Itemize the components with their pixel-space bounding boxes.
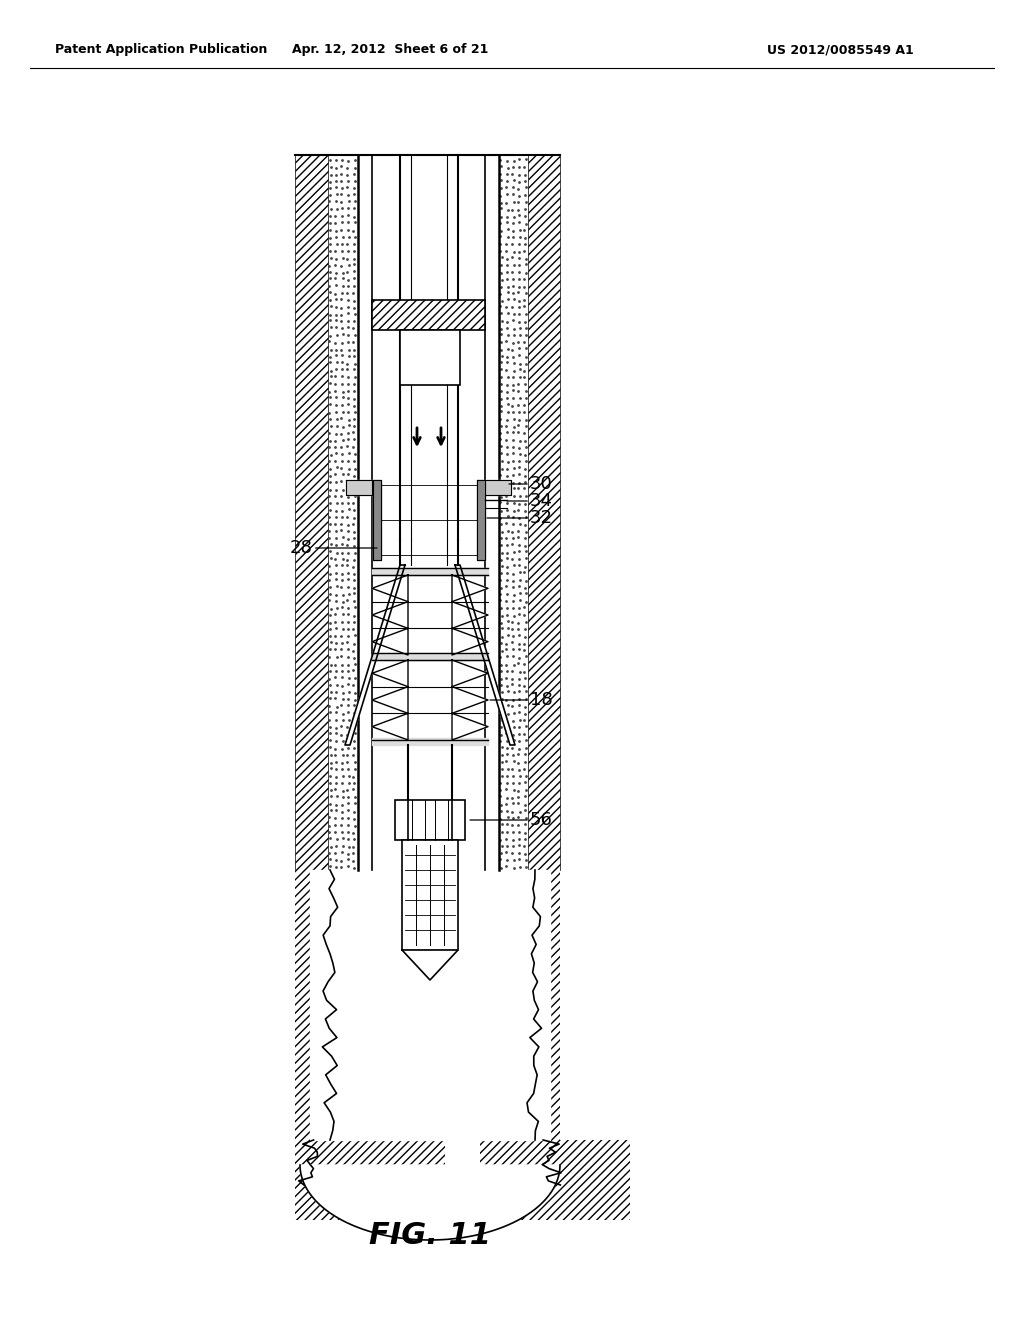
Polygon shape <box>477 480 485 560</box>
Polygon shape <box>372 602 408 628</box>
Text: 30: 30 <box>509 475 553 492</box>
Polygon shape <box>452 628 488 655</box>
Polygon shape <box>346 480 372 495</box>
Polygon shape <box>452 713 488 741</box>
Bar <box>372 300 485 330</box>
Text: US 2012/0085549 A1: US 2012/0085549 A1 <box>767 44 913 57</box>
Bar <box>400 330 460 385</box>
Bar <box>295 1140 445 1220</box>
Polygon shape <box>408 744 452 800</box>
Polygon shape <box>372 713 408 741</box>
Bar <box>411 154 447 540</box>
Polygon shape <box>345 565 406 744</box>
Text: 28: 28 <box>290 539 377 557</box>
Polygon shape <box>372 576 408 602</box>
Polygon shape <box>300 1166 560 1239</box>
Polygon shape <box>402 950 458 979</box>
Bar <box>295 154 328 870</box>
Polygon shape <box>372 568 488 576</box>
Polygon shape <box>372 653 488 660</box>
Bar <box>485 154 499 870</box>
Bar <box>395 800 465 840</box>
Polygon shape <box>452 660 488 686</box>
Bar <box>447 154 458 540</box>
Text: 18: 18 <box>490 690 553 709</box>
Text: FIG. 11: FIG. 11 <box>369 1221 490 1250</box>
Polygon shape <box>372 628 408 655</box>
Polygon shape <box>372 738 488 744</box>
Polygon shape <box>452 602 488 628</box>
Text: Patent Application Publication: Patent Application Publication <box>55 44 267 57</box>
Polygon shape <box>372 686 408 713</box>
Bar <box>490 870 560 1140</box>
Polygon shape <box>452 686 488 713</box>
Text: 34: 34 <box>507 492 553 510</box>
Polygon shape <box>455 565 515 744</box>
Bar <box>400 154 411 540</box>
Polygon shape <box>372 660 408 686</box>
Bar <box>402 840 458 950</box>
Polygon shape <box>310 870 550 1140</box>
Bar <box>528 154 560 870</box>
Bar <box>480 1140 630 1220</box>
Polygon shape <box>373 480 381 560</box>
Bar <box>358 154 372 870</box>
Polygon shape <box>411 154 447 565</box>
Text: 56: 56 <box>470 810 553 829</box>
Text: 32: 32 <box>487 510 553 527</box>
Polygon shape <box>485 480 511 495</box>
Bar <box>295 870 345 1140</box>
Polygon shape <box>452 576 488 602</box>
Text: Apr. 12, 2012  Sheet 6 of 21: Apr. 12, 2012 Sheet 6 of 21 <box>292 44 488 57</box>
